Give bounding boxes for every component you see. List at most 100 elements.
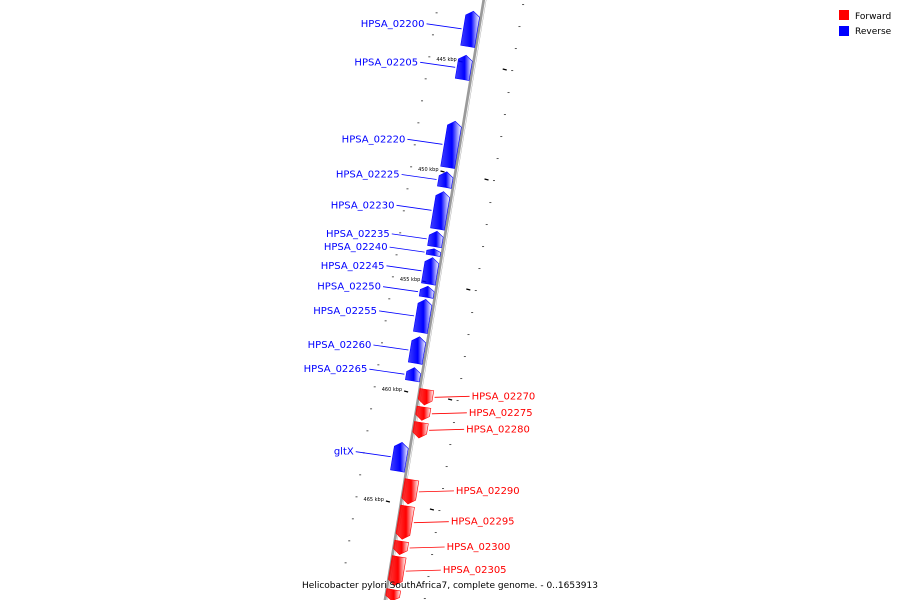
minor-tick (399, 232, 402, 234)
minor-tick (463, 356, 466, 358)
HPSA_02275-feature (415, 405, 432, 421)
label-leader (389, 246, 425, 253)
HPSA_02240-feature (425, 248, 441, 257)
gene-label: HPSA_02220 (342, 134, 406, 145)
gene-label: HPSA_02240 (324, 242, 388, 253)
unnamed-feature (385, 588, 401, 600)
HPSA_02295-feature (395, 504, 415, 540)
legend-forward-swatch (839, 10, 849, 20)
major-tick-mark (447, 398, 453, 401)
tick-label: 450 kbp (418, 167, 438, 173)
minor-tick (421, 100, 424, 102)
minor-tick (482, 246, 485, 248)
minor-tick (500, 136, 503, 138)
minor-tick (496, 158, 499, 160)
HPSA_02255-feature (413, 299, 433, 334)
minor-tick (370, 408, 373, 410)
minor-tick (427, 576, 430, 578)
label-leader (420, 61, 456, 68)
major-tick-mark (502, 68, 507, 71)
HPSA_02205-feature (454, 54, 473, 81)
minor-tick (410, 166, 413, 168)
HPSA_02200-feature (460, 10, 480, 48)
gene-label: HPSA_02270 (472, 391, 536, 402)
HPSA_02265-feature (405, 367, 421, 383)
label-leader (409, 546, 445, 549)
strand-legend: Forward Reverse (839, 10, 892, 37)
gene-label: gltX (334, 447, 354, 458)
gene-label: HPSA_02300 (447, 542, 511, 553)
tick-label: 455 kbp (400, 277, 420, 283)
label-leaders (355, 23, 470, 572)
minor-tick (384, 320, 387, 322)
minor-tick (388, 298, 391, 300)
label-leader (413, 521, 449, 524)
major-tick-mark (466, 288, 471, 291)
gene-label: HPSA_02245 (321, 261, 385, 272)
minor-tick (431, 554, 434, 556)
minor-tick (489, 202, 492, 204)
HPSA_02270-feature (417, 388, 435, 406)
gene-label: HPSA_02250 (317, 282, 381, 293)
HPSA_02290-feature (401, 478, 420, 505)
minor-tick (445, 466, 448, 468)
gene-label: HPSA_02305 (443, 565, 507, 576)
minor-tick (391, 276, 394, 278)
label-leader (405, 569, 441, 572)
minor-tick (406, 188, 409, 190)
label-leader (382, 286, 419, 293)
gene-label: HPSA_02200 (361, 19, 425, 30)
label-leader (391, 233, 427, 240)
minor-tick (355, 496, 358, 498)
minor-tick (507, 92, 510, 94)
minor-tick (348, 540, 351, 542)
gene-label: HPSA_02260 (308, 340, 372, 351)
gene-label: HPSA_02295 (451, 517, 515, 528)
minor-tick (456, 400, 459, 402)
minor-tick (438, 510, 441, 512)
gene-labels: HPSA_02200 HPSA_02205 HPSA_02220 HPSA_02225… (304, 19, 536, 576)
gltX-feature (390, 442, 409, 473)
label-leader (401, 174, 437, 180)
label-leader (355, 451, 391, 458)
minor-tick (373, 386, 376, 388)
major-tick-mark (484, 178, 489, 181)
label-leader (407, 138, 443, 145)
HPSA_02260-feature (407, 336, 426, 365)
minor-tick (395, 254, 398, 256)
label-leader (373, 344, 409, 351)
minor-tick (435, 12, 438, 14)
genome-backbone (383, 0, 487, 600)
minor-tick (413, 144, 416, 146)
HPSA_02235-feature (427, 230, 444, 249)
gene-label: HPSA_02230 (331, 200, 395, 211)
HPSA_02230-feature (430, 191, 451, 231)
major-tick-mark (403, 390, 409, 393)
label-leader (378, 310, 415, 317)
minor-tick (431, 34, 434, 36)
label-leader (429, 428, 465, 431)
HPSA_02300-feature (393, 539, 409, 555)
minor-tick (359, 474, 362, 476)
legend-forward-label: Forward (855, 12, 891, 22)
minor-tick (511, 70, 514, 72)
minor-tick (474, 290, 477, 292)
legend-reverse-swatch (839, 26, 849, 36)
minor-tick (452, 422, 455, 424)
genome-caption: Helicobacter pylori SouthAfrica7, comple… (302, 581, 598, 591)
minor-tick (344, 562, 347, 564)
minor-tick (417, 122, 420, 124)
tick-label: 445 kbp (436, 57, 456, 63)
label-leader (431, 412, 467, 415)
HPSA_02305-feature (388, 555, 407, 586)
gene-label: HPSA_02290 (456, 486, 520, 497)
minor-tick (428, 56, 431, 58)
label-leader (426, 23, 462, 30)
label-leader (369, 368, 405, 375)
major-tick-mark (440, 170, 445, 173)
minor-tick (514, 48, 517, 50)
gene-label: HPSA_02225 (336, 170, 400, 181)
minor-tick (460, 378, 463, 380)
major-tick-mark (429, 508, 435, 511)
